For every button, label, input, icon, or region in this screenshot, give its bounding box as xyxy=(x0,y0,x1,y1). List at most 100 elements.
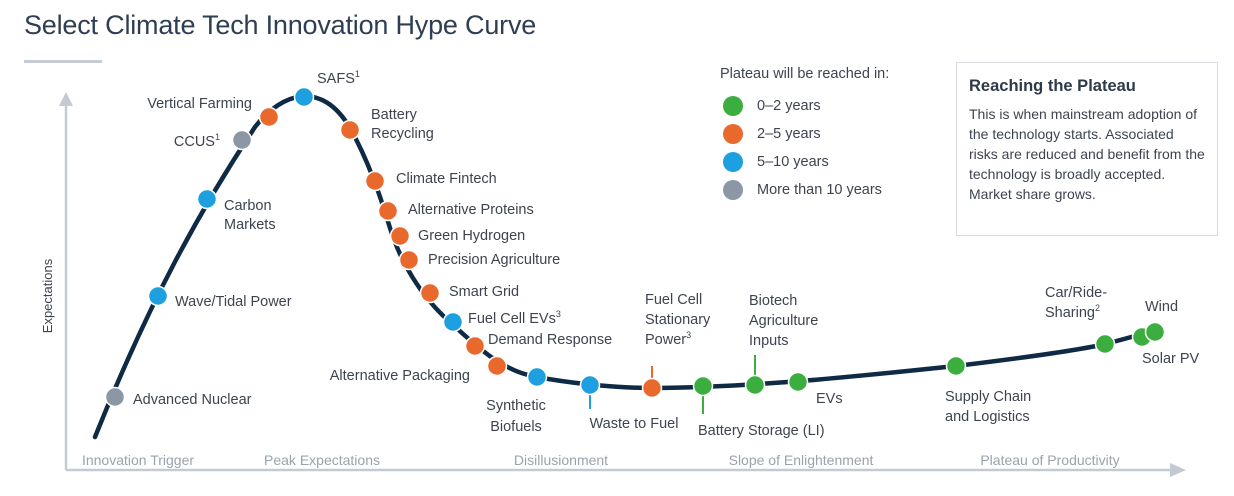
wind-label: Wind xyxy=(1145,299,1178,315)
label-line: Battery Storage (LI) xyxy=(698,423,825,439)
label-line: Alternative Proteins xyxy=(408,202,534,218)
phase-label: Peak Expectations xyxy=(264,452,380,468)
label-line: Synthetic xyxy=(486,398,546,414)
footnote-marker: 1 xyxy=(355,69,360,79)
wind-marker xyxy=(1144,321,1166,343)
label-line: Precision Agriculture xyxy=(428,252,560,268)
label-line: and Logistics xyxy=(945,409,1030,425)
legend-swatch xyxy=(723,96,743,116)
battery-storage-li-marker xyxy=(692,375,714,397)
ccus1-marker xyxy=(231,129,253,151)
label-line: Stationary xyxy=(645,312,711,328)
legend-label: 0–2 years xyxy=(757,98,821,114)
battery-recycling-label: Battery Recycling xyxy=(371,107,434,142)
title-underline xyxy=(24,60,102,63)
legend-heading: Plateau will be reached in: xyxy=(720,66,890,82)
label-line: Vertical Farming xyxy=(147,96,252,112)
label-line: Wave/Tidal Power xyxy=(175,294,292,310)
ccus1-label: CCUS1 xyxy=(174,132,220,150)
legend-item: 2–5 years xyxy=(720,120,889,148)
wave-tidal-power-label: Wave/Tidal Power xyxy=(175,294,292,310)
legend-item: More than 10 years xyxy=(720,176,889,204)
phase-label: Disillusionment xyxy=(514,452,608,468)
climate-fintech-label: Climate Fintech xyxy=(396,171,497,187)
precision-agriculture-marker xyxy=(398,249,420,271)
smart-grid-marker xyxy=(419,282,441,304)
supply-chain-and-logistics-marker xyxy=(945,355,967,377)
label-line: Carbon xyxy=(224,198,272,214)
legend-item: 0–2 years xyxy=(720,92,889,120)
legend-item: 5–10 years xyxy=(720,148,889,176)
label-line: Smart Grid xyxy=(449,284,519,300)
info-box: Reaching the Plateau This is when mainst… xyxy=(956,62,1218,236)
vertical-farming-marker xyxy=(258,106,280,128)
label-line: Green Hydrogen xyxy=(418,228,525,244)
label-line: Inputs xyxy=(749,333,789,349)
green-hydrogen-marker xyxy=(389,225,411,247)
label-line: Solar PV xyxy=(1142,351,1200,367)
legend-swatch xyxy=(723,180,743,200)
label-line: Sharing xyxy=(1045,305,1095,321)
synthetic-biofuels-label: Synthetic Biofuels xyxy=(486,398,546,435)
label-line: Demand Response xyxy=(488,332,612,348)
footnote-marker: 1 xyxy=(215,132,220,142)
label-line: Supply Chain xyxy=(945,389,1031,405)
biotech-agriculture-inputs-label: Biotech Agriculture Inputs xyxy=(749,293,818,349)
y-axis-label: Expectations xyxy=(40,258,55,333)
precision-agriculture-label: Precision Agriculture xyxy=(428,252,560,268)
phase-label: Plateau of Productivity xyxy=(980,452,1119,468)
label-line: Climate Fintech xyxy=(396,171,497,187)
footnote-marker: 3 xyxy=(686,330,691,340)
safs1-marker xyxy=(293,86,315,108)
car-ride-sharing2-label: Car/Ride- Sharing2 xyxy=(1045,285,1107,321)
label-line: Biofuels xyxy=(490,419,542,435)
page-title: Select Climate Tech Innovation Hype Curv… xyxy=(24,10,537,40)
footnote-marker: 2 xyxy=(1095,303,1100,313)
info-box-title: Reaching the Plateau xyxy=(969,77,1136,95)
alternative-proteins-label: Alternative Proteins xyxy=(408,202,534,218)
legend-label: 2–5 years xyxy=(757,126,821,142)
advanced-nuclear-marker xyxy=(104,386,126,408)
x-axis-arrow xyxy=(1170,463,1186,477)
carbon-markets-marker xyxy=(196,188,218,210)
carbon-markets-label: Carbon Markets xyxy=(224,198,276,233)
phase-label: Innovation Trigger xyxy=(82,452,194,468)
info-box-body: This is when mainstream adoption of the … xyxy=(969,106,1205,202)
phase-label: Slope of Enlightenment xyxy=(729,452,874,468)
legend-swatch xyxy=(723,124,743,144)
footnote-marker: 3 xyxy=(556,309,561,319)
synthetic-biofuels-marker xyxy=(526,366,548,388)
green-hydrogen-label: Green Hydrogen xyxy=(418,228,525,244)
waste-to-fuel-marker xyxy=(579,374,601,396)
alternative-packaging-marker xyxy=(486,355,508,377)
legend: Plateau will be reached in: 0–2 years 2–5… xyxy=(720,66,889,204)
waste-to-fuel-label: Waste to Fuel xyxy=(590,416,679,432)
fuel-cell-evs3-marker xyxy=(442,311,464,333)
label-line: Biotech xyxy=(749,293,797,309)
supply-chain-and-logistics-label: Supply Chain and Logistics xyxy=(945,389,1031,425)
vertical-farming-label: Vertical Farming xyxy=(147,96,252,112)
label-line: Wind xyxy=(1145,299,1178,315)
evs-marker xyxy=(787,371,809,393)
legend-swatch xyxy=(723,152,743,172)
label-line: Battery xyxy=(371,107,418,123)
demand-response-marker xyxy=(464,335,486,357)
climate-fintech-marker xyxy=(364,170,386,192)
y-axis-arrow xyxy=(59,92,73,106)
label-line: SAFS xyxy=(317,71,355,87)
fuel-cell-stationary-power3-marker xyxy=(641,377,663,399)
biotech-agriculture-inputs-marker xyxy=(744,374,766,396)
battery-recycling-marker xyxy=(339,119,361,141)
label-line: CCUS xyxy=(174,134,215,150)
alternative-proteins-marker xyxy=(377,200,399,222)
label-line: Markets xyxy=(224,217,276,233)
label-line: Recycling xyxy=(371,126,434,142)
label-line: Car/Ride- xyxy=(1045,285,1107,301)
fuel-cell-evs3-label: Fuel Cell EVs3 xyxy=(468,309,561,327)
legend-label: 5–10 years xyxy=(757,154,829,170)
safs1-label: SAFS1 xyxy=(317,69,360,87)
label-line: Fuel Cell EVs xyxy=(468,311,556,327)
battery-storage-li-label: Battery Storage (LI) xyxy=(698,423,825,439)
alternative-packaging-label: Alternative Packaging xyxy=(330,368,470,384)
